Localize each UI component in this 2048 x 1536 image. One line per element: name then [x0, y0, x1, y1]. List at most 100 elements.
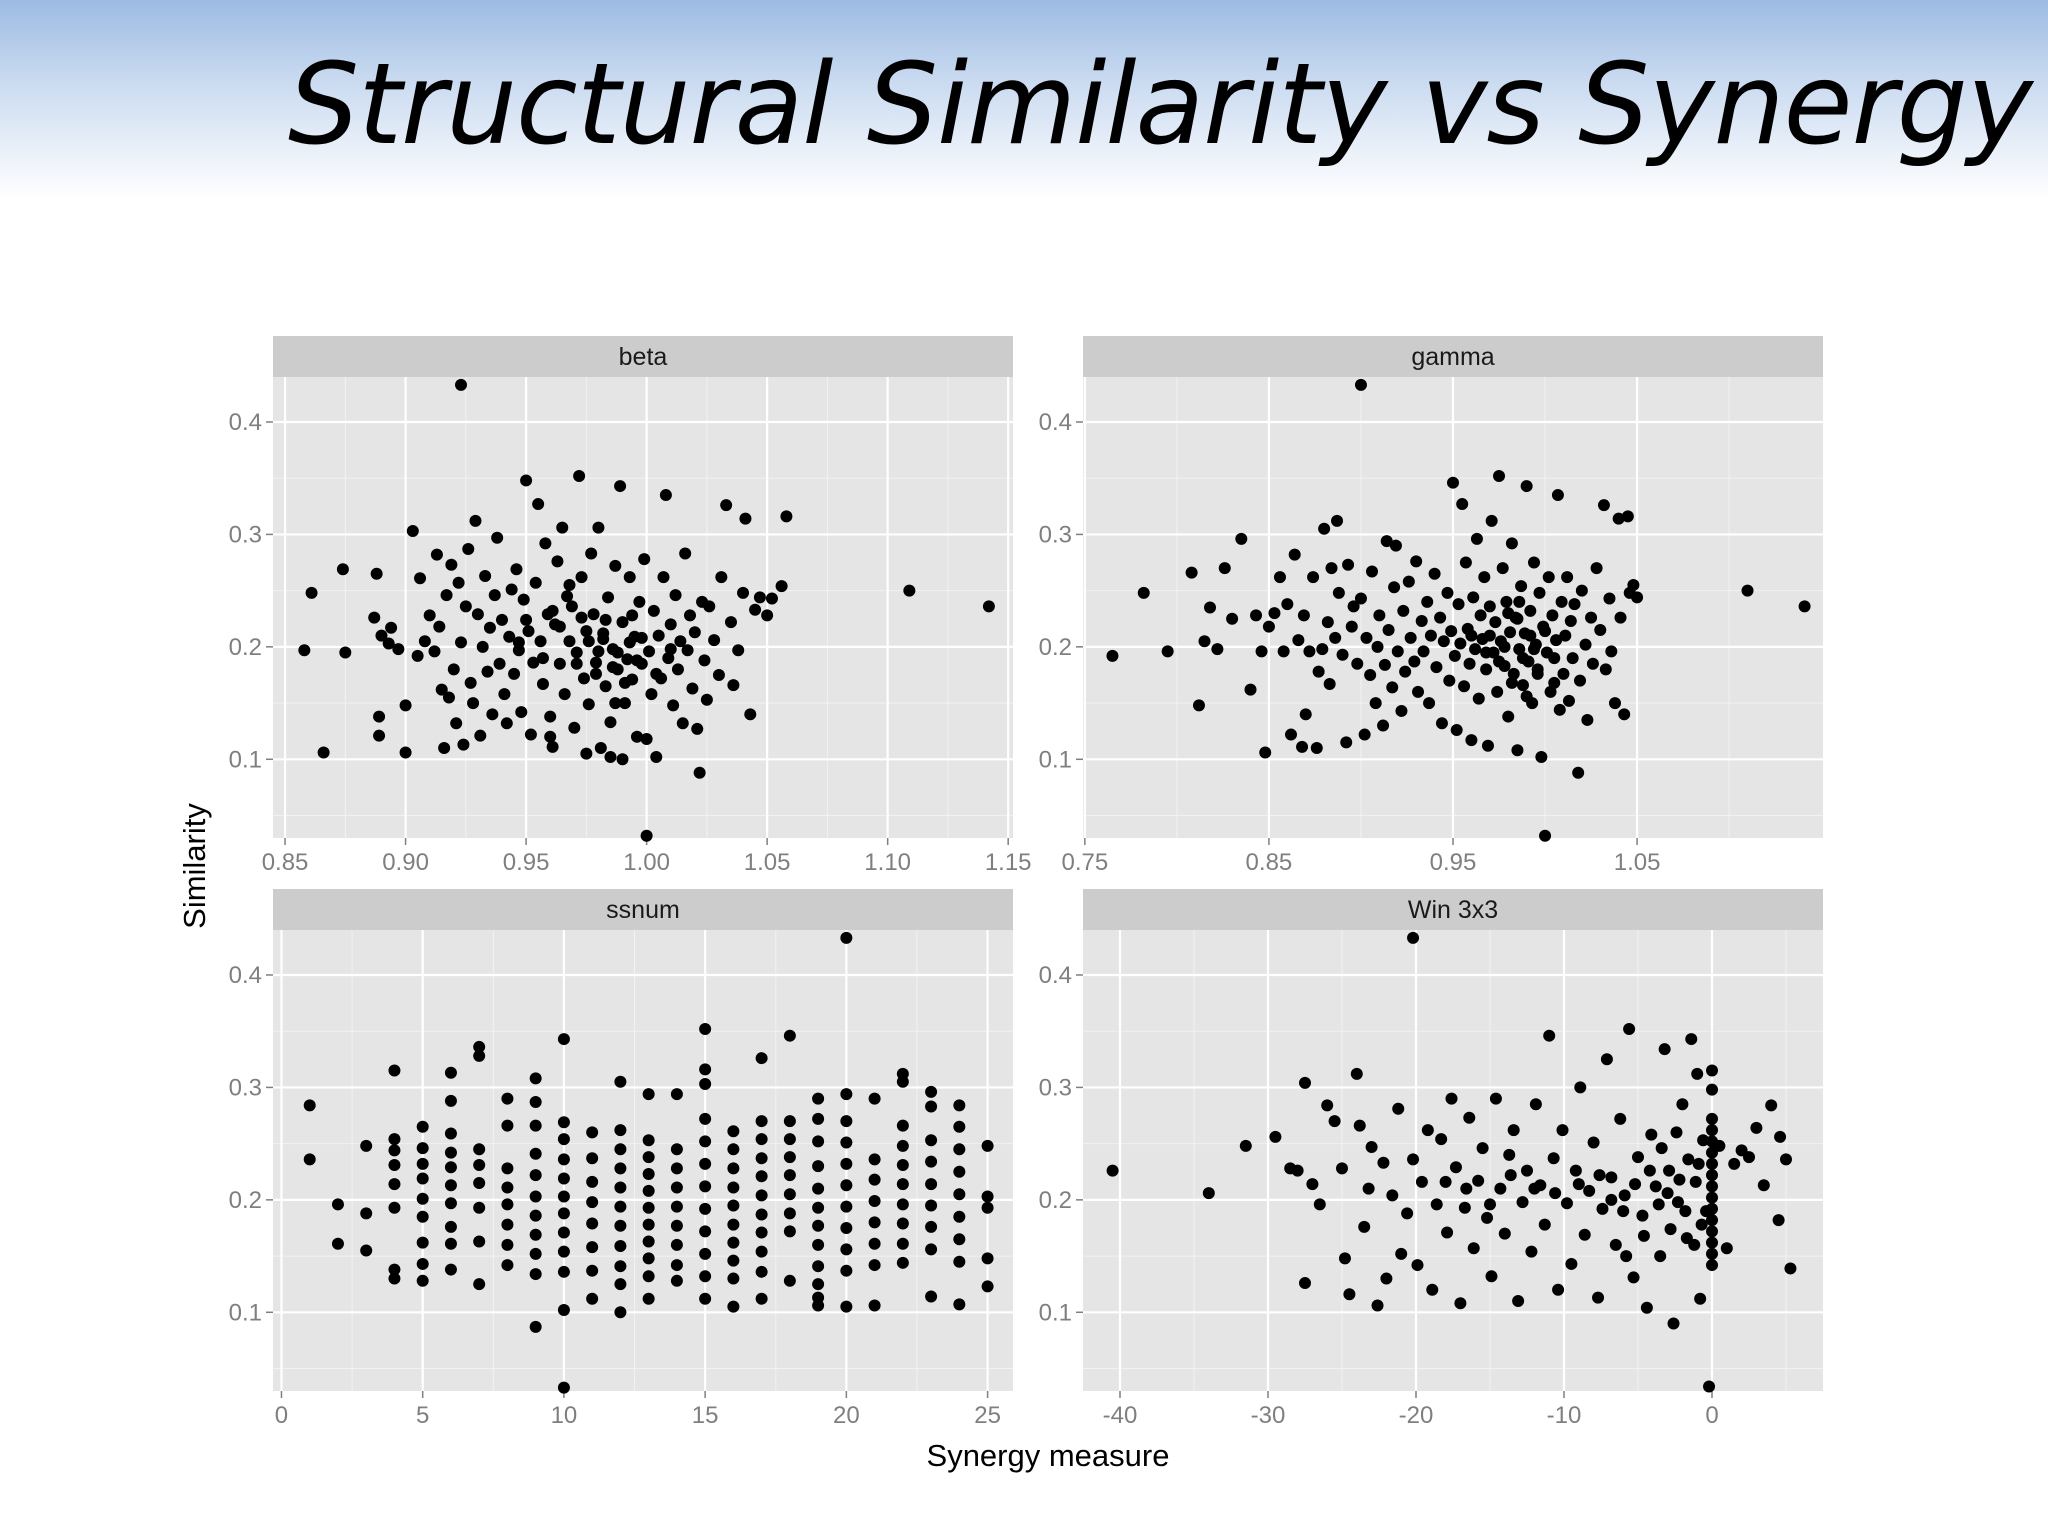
data-point	[447, 663, 460, 676]
data-point	[1529, 1098, 1542, 1111]
x-tick-label: -30	[1251, 1402, 1286, 1429]
data-point	[1459, 556, 1472, 569]
data-point	[575, 611, 588, 624]
data-point	[599, 680, 612, 693]
data-point	[1547, 1152, 1560, 1165]
facet-strip	[1083, 889, 1823, 930]
data-point	[360, 1244, 373, 1257]
data-point	[1694, 1292, 1707, 1305]
data-point	[1297, 609, 1310, 622]
data-point	[1575, 584, 1588, 597]
data-point	[1235, 532, 1248, 545]
data-point	[1620, 1250, 1633, 1263]
data-point	[1463, 1111, 1476, 1124]
data-point	[896, 1139, 909, 1152]
data-point	[1550, 634, 1563, 647]
data-point	[1285, 728, 1298, 741]
data-point	[667, 699, 680, 712]
data-point	[1527, 643, 1540, 656]
data-point	[1504, 1169, 1517, 1182]
data-point	[1743, 1151, 1755, 1164]
data-point	[464, 676, 477, 689]
data-point	[720, 499, 733, 512]
data-point	[1750, 1121, 1763, 1134]
data-point	[700, 693, 713, 706]
y-tick-label: 0.4	[1039, 409, 1072, 436]
data-point	[382, 637, 395, 650]
x-tick-label: 0	[275, 1402, 288, 1429]
data-point	[614, 1124, 627, 1137]
data-point	[643, 645, 656, 658]
data-point	[1493, 469, 1506, 482]
data-point	[1618, 708, 1631, 721]
data-point	[1527, 556, 1540, 569]
data-point	[670, 1238, 683, 1251]
data-point	[473, 1278, 486, 1291]
data-point	[1503, 1148, 1516, 1161]
data-point	[670, 1274, 683, 1287]
y-tick-label: 0.1	[1039, 746, 1072, 773]
data-point	[1306, 1178, 1319, 1191]
data-point	[1572, 1178, 1585, 1191]
data-point	[699, 1022, 712, 1035]
data-point	[664, 618, 677, 631]
data-point	[570, 657, 583, 670]
data-point	[1542, 571, 1555, 584]
data-point	[623, 571, 636, 584]
data-point	[614, 1143, 627, 1156]
data-point	[1424, 629, 1437, 642]
x-tick-label: 20	[833, 1402, 860, 1429]
data-point	[868, 1194, 881, 1207]
data-point	[1661, 1187, 1674, 1200]
data-point	[1652, 1198, 1665, 1211]
data-point	[435, 683, 448, 696]
data-point	[1291, 1164, 1304, 1177]
data-point	[840, 1200, 853, 1213]
data-point	[783, 1169, 796, 1182]
data-point	[1614, 611, 1627, 624]
data-point	[586, 1241, 599, 1254]
data-point	[388, 1144, 401, 1157]
data-point	[495, 613, 508, 626]
data-point	[536, 652, 549, 665]
data-point	[1706, 1112, 1718, 1125]
data-point	[783, 1115, 796, 1128]
data-point	[1605, 645, 1618, 658]
data-point	[1312, 665, 1325, 678]
x-tick-label: 15	[692, 1402, 719, 1429]
data-point	[1331, 514, 1344, 527]
data-point	[727, 1272, 740, 1285]
x-tick-label: 0.85	[262, 849, 309, 876]
data-point	[1706, 1247, 1718, 1260]
data-point	[529, 1247, 542, 1260]
data-point	[699, 1157, 712, 1170]
data-point	[1161, 645, 1174, 658]
data-point	[1323, 677, 1336, 690]
panels: beta 0.1 0.2 0.3 0.4 0.85 0.90 0.95 1.00 1.05 1.10…	[229, 336, 1823, 1429]
data-point	[647, 604, 660, 617]
data-point	[840, 931, 853, 944]
data-point	[586, 1264, 599, 1277]
data-point	[783, 1207, 796, 1220]
data-point	[925, 1155, 938, 1168]
data-point	[621, 653, 634, 666]
data-point	[925, 1199, 938, 1212]
data-point	[452, 576, 465, 589]
data-point	[1627, 1271, 1640, 1284]
data-point	[577, 672, 590, 685]
data-point	[1485, 1270, 1498, 1283]
x-tick-label: 1.05	[1614, 849, 1661, 876]
data-point	[681, 644, 694, 657]
data-point	[375, 629, 388, 642]
data-point	[457, 738, 470, 751]
data-point	[303, 1099, 316, 1112]
data-point	[642, 1270, 655, 1283]
data-point	[586, 1126, 599, 1139]
data-point	[1513, 595, 1526, 608]
data-point	[582, 698, 595, 711]
data-point	[812, 1299, 825, 1312]
data-point	[1516, 1196, 1529, 1209]
data-point	[1430, 1198, 1443, 1211]
facet-label: beta	[619, 343, 668, 371]
data-point	[1262, 620, 1275, 633]
